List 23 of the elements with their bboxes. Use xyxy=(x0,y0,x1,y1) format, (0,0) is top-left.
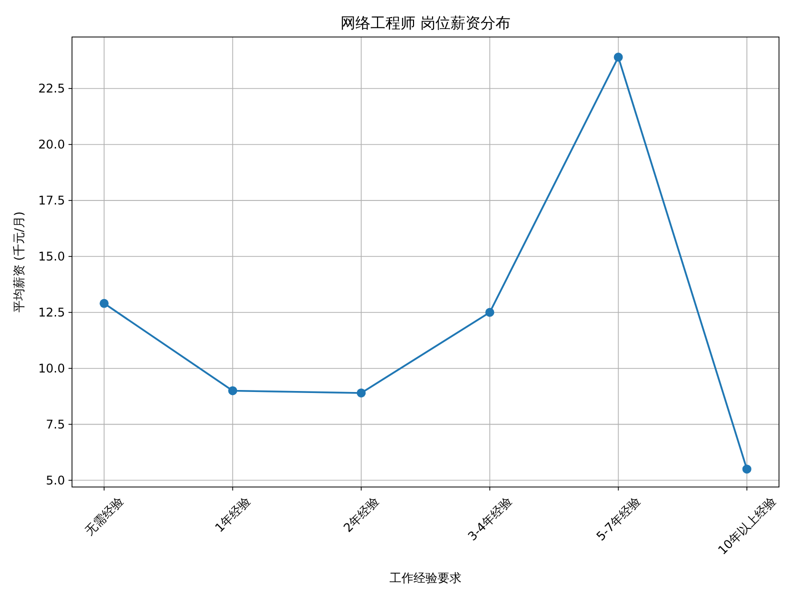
y-tick-label: 20.0 xyxy=(38,137,65,152)
y-tick-label: 5.0 xyxy=(46,473,65,488)
y-tick-label: 22.5 xyxy=(38,81,65,96)
x-tick-label: 无需经验 xyxy=(82,494,126,538)
point xyxy=(614,52,623,62)
x-tick-label: 5-7年经验 xyxy=(594,494,643,544)
y-tick-label: 17.5 xyxy=(38,193,65,208)
x-tick-label: 10年以上经验 xyxy=(715,494,778,558)
y-tick-label: 15.0 xyxy=(38,249,65,264)
x-tick-label: 1年经验 xyxy=(212,494,254,536)
x-tick-label: 2年经验 xyxy=(340,494,382,536)
point xyxy=(742,464,752,474)
y-tick-label: 7.5 xyxy=(46,417,65,432)
y-axis-title: 平均薪资 (千元/月) xyxy=(12,211,26,313)
x-tick-label: 3-4年经验 xyxy=(465,494,514,544)
y-tick-label: 10.0 xyxy=(38,361,65,376)
point xyxy=(228,386,238,396)
y-tick-label: 12.5 xyxy=(38,305,65,320)
point xyxy=(485,308,494,317)
point xyxy=(100,298,109,308)
x-axis-title: 工作经验要求 xyxy=(390,571,462,585)
point xyxy=(356,388,366,398)
chart-title: 网络工程师 岗位薪资分布 xyxy=(340,14,510,32)
